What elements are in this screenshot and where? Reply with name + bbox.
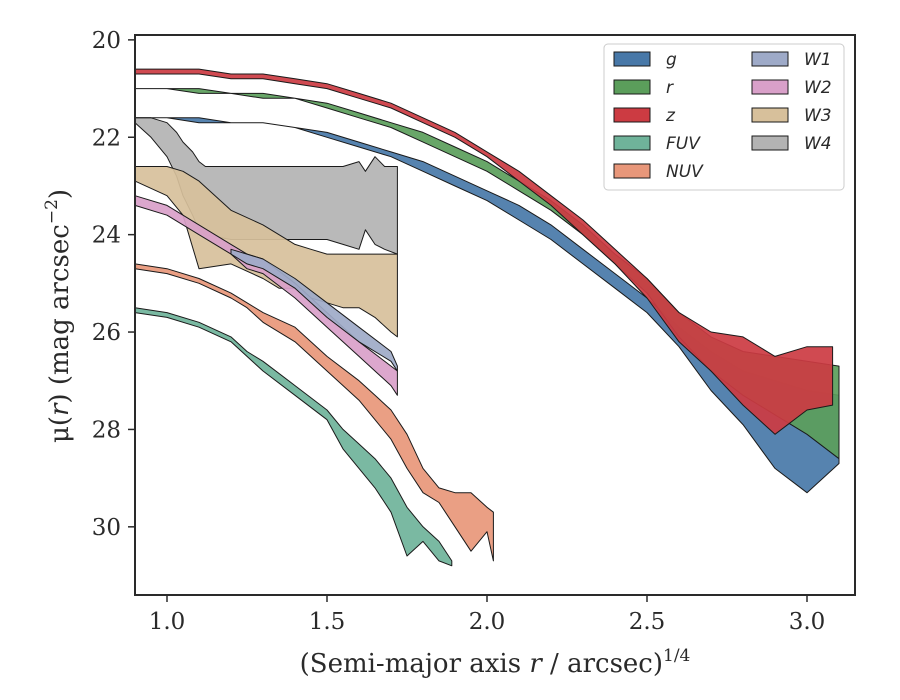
plot-frame [134,34,856,596]
y-axis-title-end: ) [45,189,75,199]
x-tick-label: 1.5 [309,609,346,635]
y-tick-label: 20 [92,28,121,54]
band-nuv [134,263,494,562]
y-tick-label: 28 [92,417,121,443]
x-tick-label: 2.0 [469,609,506,635]
x-axis-ticks: 1.0 1.5 2.0 2.5 3.0 [149,595,826,635]
y-axis-title-main: μ( [45,416,75,443]
legend-label-w3: W3 [804,106,832,126]
y-axis-ticks: 20 22 24 26 28 30 [92,28,135,541]
x-tick-label: 1.0 [149,609,186,635]
band-w3 [134,166,398,338]
legend-swatch-w1 [751,51,789,67]
x-tick-label: 2.5 [629,609,666,635]
legend-label-w4: W4 [804,134,832,154]
x-axis-title: (Semi-major axis r / arcsec)1/4 [300,646,691,679]
y-tick-label: 22 [92,125,121,151]
legend-swatch-w2 [751,79,789,95]
band-w1 [230,248,398,372]
legend-label-g: g [666,50,677,70]
legend-label-z: z [665,106,676,126]
y-axis-title-var: r [45,402,75,416]
y-axis-title-rest: ) (mag arcsec [45,224,75,403]
legend-swatch-fuv [613,135,651,151]
profile-bands [134,68,840,567]
legend-swatch-nuv [613,163,651,179]
band-z [134,68,834,435]
legend: grz FUV NUV W1 W2 W3 W4 [603,43,845,191]
legend-swatch-w3 [751,107,789,123]
legend-label-r: r [666,78,674,98]
band-w2 [134,195,398,396]
legend-swatch-w4 [751,135,789,151]
legend-label-fuv: FUV [666,134,701,154]
x-axis-title-main: (Semi-major axis [300,649,530,679]
legend-swatch-r [613,79,651,95]
y-tick-label: 24 [92,223,121,249]
y-tick-label: 26 [92,320,121,346]
x-axis-title-rest: / arcsec) [542,649,663,679]
band-fuv [134,307,453,567]
x-axis-title-sup: 1/4 [663,646,690,666]
legend-swatch-g [613,51,651,67]
y-axis-title-sup: −2 [42,199,62,224]
legend-swatch-z [613,107,651,123]
legend-label-w1: W1 [804,50,832,70]
legend-label-w2: W2 [804,78,832,98]
x-tick-label: 3.0 [789,609,826,635]
x-axis-title-var: r [529,649,543,679]
y-axis-title: μ(r) (mag arcsec−2) [42,189,75,443]
band-r [134,88,840,460]
y-tick-label: 30 [92,515,121,541]
legend-label-nuv: NUV [666,162,704,182]
